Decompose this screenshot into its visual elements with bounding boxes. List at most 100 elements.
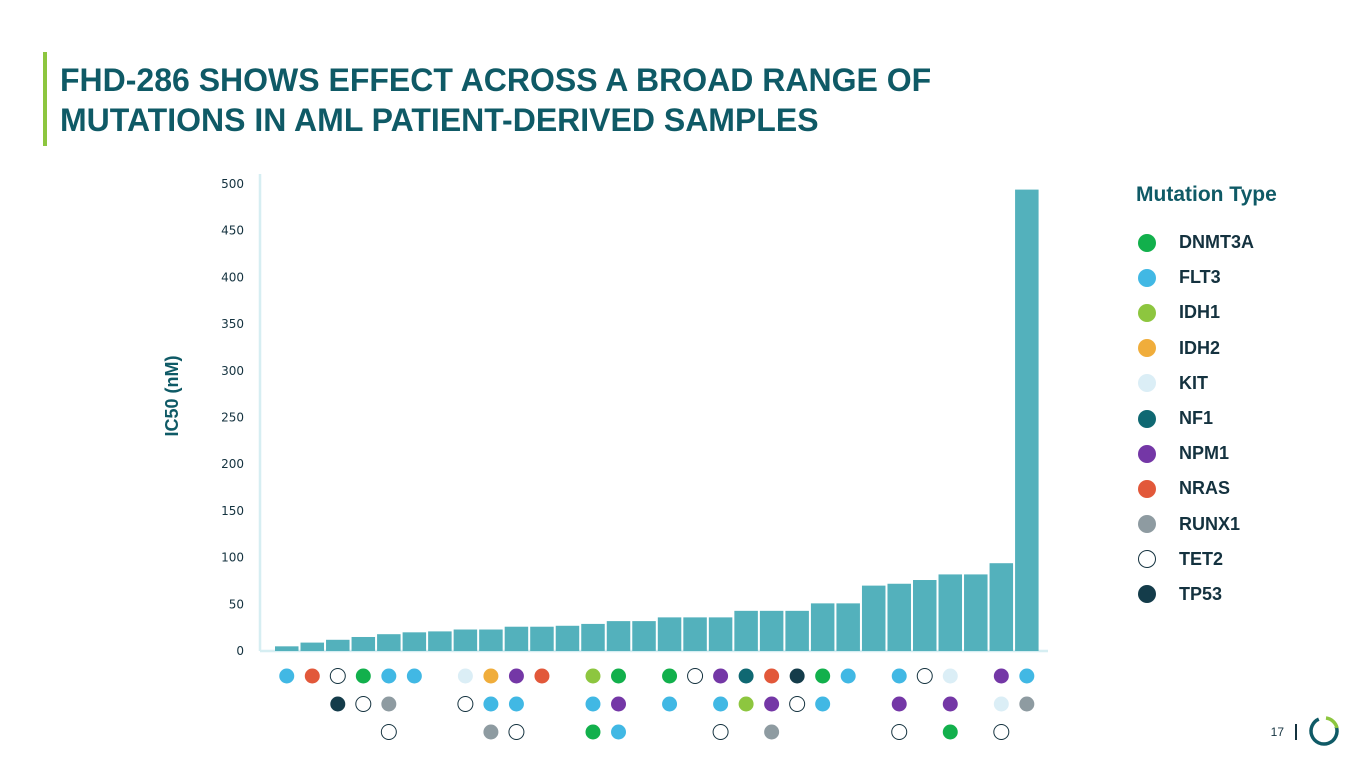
bar bbox=[555, 625, 580, 651]
legend-label: FLT3 bbox=[1179, 267, 1221, 288]
mutation-dot-flt3 bbox=[815, 696, 831, 712]
bar bbox=[861, 585, 886, 651]
mutation-dot-tp53 bbox=[789, 668, 805, 684]
mutation-dot-tet2 bbox=[916, 668, 933, 684]
bar bbox=[632, 621, 656, 651]
mutation-legend: Mutation Type DNMT3A FLT3 IDH1 IDH2 KIT NF1 NP… bbox=[1136, 183, 1356, 612]
mutation-dot-tet2 bbox=[891, 724, 908, 740]
y-tick-label: 300 bbox=[221, 364, 244, 378]
mutation-dot-flt3 bbox=[585, 696, 601, 712]
mutation-dot-nras bbox=[304, 668, 320, 684]
bar bbox=[428, 631, 452, 651]
mutation-dot-flt3 bbox=[1019, 668, 1035, 684]
mutation-dot-dnmt3a bbox=[942, 724, 958, 740]
legend-label: RUNX1 bbox=[1179, 513, 1241, 534]
legend-label: NF1 bbox=[1179, 408, 1214, 429]
legend-item-runx1: RUNX1 bbox=[1136, 507, 1356, 542]
mutation-dot-npm1 bbox=[713, 668, 729, 684]
legend-label: KIT bbox=[1179, 372, 1208, 393]
mutation-dot-npm1 bbox=[764, 696, 780, 712]
bar bbox=[938, 574, 963, 651]
mutation-dot-flt3 bbox=[279, 668, 295, 684]
mutation-dot-tet2 bbox=[508, 724, 525, 740]
legend-item-nras: NRAS bbox=[1136, 471, 1356, 506]
bar bbox=[734, 610, 758, 651]
bar bbox=[275, 646, 299, 651]
bar bbox=[657, 617, 682, 651]
mutation-dot-npm1 bbox=[993, 668, 1009, 684]
mutation-dot-npm1 bbox=[508, 668, 524, 684]
y-tick-label: 500 bbox=[221, 177, 244, 191]
mutation-dot-flt3 bbox=[483, 696, 499, 712]
bar bbox=[504, 626, 529, 651]
page-number-divider bbox=[1295, 724, 1297, 740]
bar bbox=[581, 623, 605, 651]
mutation-dot-tp53 bbox=[330, 696, 346, 712]
y-tick-label: 450 bbox=[221, 224, 244, 238]
legend-label: NPM1 bbox=[1179, 443, 1230, 464]
bar bbox=[351, 636, 376, 651]
legend-item-dnmt3a: DNMT3A bbox=[1136, 225, 1356, 260]
page-number: 17 bbox=[1270, 725, 1284, 739]
bar bbox=[887, 583, 911, 651]
bar bbox=[836, 603, 860, 651]
legend-item-nf1: NF1 bbox=[1136, 401, 1356, 436]
y-tick-label: 0 bbox=[236, 644, 244, 658]
legend-item-idh2: IDH2 bbox=[1136, 331, 1356, 366]
mutation-dot-dnmt3a bbox=[662, 668, 678, 684]
mutation-dot-tet2 bbox=[687, 668, 704, 684]
bar bbox=[326, 639, 350, 651]
legend-label: DNMT3A bbox=[1179, 232, 1254, 253]
legend-dot-icon bbox=[1138, 374, 1156, 393]
mutation-dot-flt3 bbox=[508, 696, 524, 712]
mutation-dot-flt3 bbox=[713, 696, 729, 712]
legend-item-npm1: NPM1 bbox=[1136, 436, 1356, 471]
bar bbox=[810, 603, 835, 651]
bar bbox=[708, 617, 733, 651]
mutation-dot-runx1 bbox=[483, 724, 499, 740]
y-tick-label: 250 bbox=[221, 411, 244, 425]
mutation-dot-idh1 bbox=[738, 696, 754, 712]
bar bbox=[530, 626, 554, 651]
mutation-dot-tet2 bbox=[355, 696, 372, 712]
bar bbox=[453, 629, 478, 651]
legend-label: IDH2 bbox=[1179, 337, 1221, 358]
mutation-dot-dnmt3a bbox=[355, 668, 371, 684]
mutation-dot-flt3 bbox=[662, 696, 678, 712]
legend-dot-icon bbox=[1138, 409, 1156, 428]
legend-dot-icon bbox=[1138, 515, 1156, 534]
title-line-1: FHD-286 SHOWS EFFECT ACROSS A BROAD RANG… bbox=[60, 62, 932, 98]
mutation-dot-flt3 bbox=[840, 668, 856, 684]
mutation-dot-npm1 bbox=[891, 696, 907, 712]
mutation-dot-flt3 bbox=[891, 668, 907, 684]
mutation-dot-flt3 bbox=[381, 668, 397, 684]
legend-title: Mutation Type bbox=[1136, 183, 1277, 206]
legend-label: IDH1 bbox=[1179, 302, 1221, 323]
bar bbox=[479, 629, 503, 651]
legend-item-tp53: TP53 bbox=[1136, 577, 1356, 612]
bar bbox=[606, 621, 631, 651]
mutation-dot-flt3 bbox=[611, 724, 627, 740]
mutation-dot-dnmt3a bbox=[585, 724, 601, 740]
legend-dot-icon bbox=[1138, 444, 1156, 463]
mutation-dot-tet2 bbox=[457, 696, 474, 712]
legend-dot-icon bbox=[1138, 268, 1156, 287]
bar bbox=[785, 610, 809, 651]
legend-item-kit: KIT bbox=[1136, 366, 1356, 401]
mutation-dot-runx1 bbox=[381, 696, 397, 712]
bar bbox=[377, 634, 401, 651]
y-tick-label: 50 bbox=[229, 597, 244, 611]
bar bbox=[964, 574, 988, 651]
y-tick-label: 100 bbox=[221, 551, 244, 565]
legend-label: TP53 bbox=[1179, 583, 1223, 604]
bar bbox=[402, 632, 427, 651]
mutation-dot-tet2 bbox=[380, 724, 397, 740]
legend-item-flt3: FLT3 bbox=[1136, 260, 1356, 295]
mutation-dot-npm1 bbox=[942, 696, 958, 712]
bar bbox=[989, 563, 1014, 651]
y-tick-label: 350 bbox=[221, 317, 244, 331]
legend-dot-icon bbox=[1138, 339, 1156, 358]
mutation-dot-runx1 bbox=[764, 724, 780, 740]
legend-item-idh1: IDH1 bbox=[1136, 295, 1356, 330]
